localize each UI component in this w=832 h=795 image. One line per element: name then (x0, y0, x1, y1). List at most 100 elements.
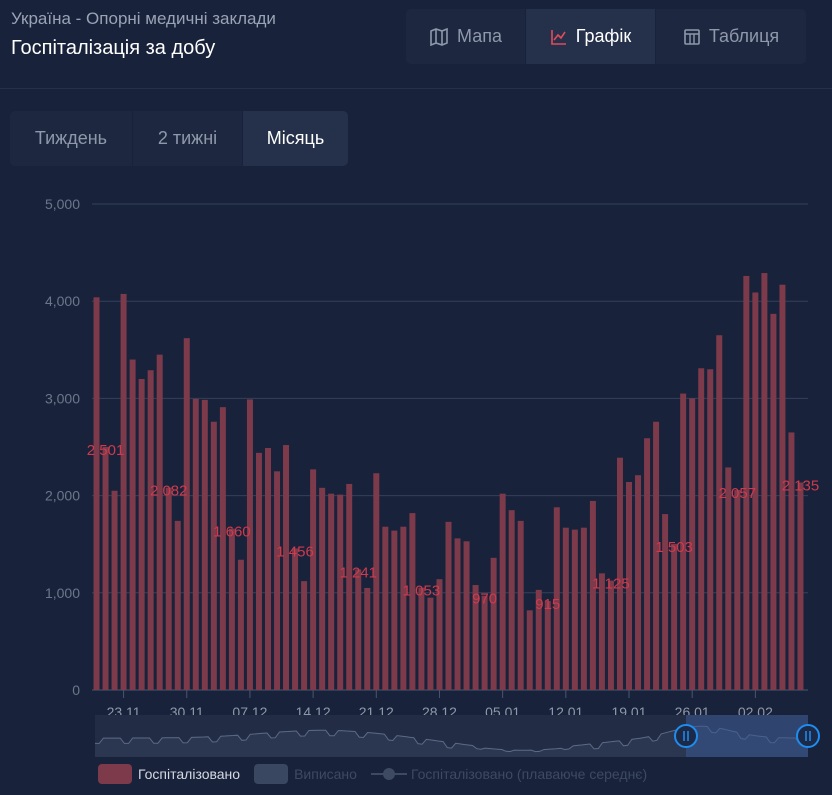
tab-table[interactable]: Таблиця (656, 9, 806, 64)
bar (580, 527, 587, 690)
bar (192, 398, 199, 690)
legend-swatch (98, 764, 132, 784)
bar (93, 297, 100, 690)
bar (129, 359, 136, 690)
bar (427, 597, 434, 690)
map-icon (430, 27, 448, 46)
bar (328, 493, 335, 690)
grip-icon (683, 731, 689, 741)
bar (246, 399, 253, 690)
legend-swatch (254, 764, 289, 784)
data-label: 915 (535, 596, 560, 613)
tab-map-label: Мапа (457, 26, 502, 46)
bar (653, 421, 660, 690)
bar (391, 530, 398, 690)
bar (147, 370, 154, 690)
bar (562, 527, 569, 690)
data-label: 2 082 (150, 483, 188, 500)
tab-map[interactable]: Мапа (406, 9, 526, 64)
bar (598, 573, 605, 690)
bar (761, 273, 768, 690)
bar (274, 471, 281, 690)
data-label: 1 241 (339, 564, 377, 581)
table-icon (684, 28, 700, 45)
bar (346, 483, 353, 690)
bar (698, 368, 705, 690)
bar (156, 354, 163, 690)
data-label: 2 501 (87, 442, 125, 459)
y-tick-label: 0 (72, 682, 80, 698)
bar (111, 490, 118, 690)
data-label: 2 057 (719, 485, 757, 502)
legend: Госпіталізовано Виписано Госпіталізовано… (98, 764, 661, 784)
legend-label: Виписано (294, 766, 357, 782)
tab-2-weeks[interactable]: 2 тижні (133, 111, 243, 166)
legend-item-hospitalized[interactable]: Госпіталізовано (98, 764, 240, 784)
bar (490, 557, 497, 690)
divider (0, 88, 832, 89)
data-label: 1 053 (403, 583, 441, 600)
tab-week[interactable]: Тиждень (10, 111, 133, 166)
bar (517, 520, 524, 690)
y-tick-label: 3,000 (45, 390, 80, 406)
bar (120, 293, 127, 690)
legend-item-moving-average[interactable]: Госпіталізовано (плаваюче середнє) (370, 766, 647, 782)
data-label: 2 135 (782, 477, 820, 494)
bar (689, 398, 696, 690)
data-label: 1 125 (592, 576, 630, 593)
bar (418, 587, 425, 690)
bar (752, 292, 759, 690)
bar (734, 490, 741, 690)
bar (382, 526, 389, 690)
bar (201, 399, 208, 690)
y-tick-label: 1,000 (45, 585, 80, 601)
navigator-area (95, 726, 808, 757)
bar (526, 610, 533, 690)
y-tick-label: 5,000 (45, 196, 80, 212)
tab-month[interactable]: Місяць (243, 111, 348, 166)
navigator-selection[interactable] (686, 715, 808, 757)
bar (725, 467, 732, 690)
bar (662, 514, 669, 690)
bar (707, 369, 714, 690)
bar (210, 421, 217, 690)
grip-icon (805, 731, 811, 741)
bar (626, 481, 633, 690)
bar (463, 541, 470, 690)
line-chart-icon (550, 29, 566, 45)
bar (472, 585, 479, 690)
bar (228, 528, 235, 690)
bar (310, 469, 317, 690)
bar (635, 475, 642, 690)
bar (743, 275, 750, 690)
data-label: 1 503 (655, 539, 693, 556)
line-marker-icon (370, 768, 407, 780)
tab-chart[interactable]: Графік (526, 9, 656, 64)
bar (165, 487, 172, 690)
legend-item-discharged[interactable]: Виписано (254, 764, 357, 784)
bar (779, 284, 786, 690)
bar (292, 548, 299, 690)
bar (301, 581, 308, 690)
navigator-handle[interactable] (796, 724, 820, 748)
y-tick-label: 2,000 (45, 488, 80, 504)
bar (319, 487, 326, 690)
bar (355, 569, 362, 690)
bar (283, 445, 290, 690)
range-tabs: Тиждень 2 тижні Місяць (10, 111, 348, 166)
bar (770, 313, 777, 690)
bar (671, 543, 678, 690)
bar (680, 393, 687, 690)
bar (337, 494, 344, 690)
tab-table-label: Таблиця (708, 26, 780, 46)
navigator-handle[interactable] (674, 724, 698, 748)
bar (797, 482, 804, 690)
bar (716, 335, 723, 690)
bar (255, 452, 262, 690)
bar (445, 521, 452, 690)
bar (589, 500, 596, 690)
bar (607, 580, 614, 690)
bar (436, 579, 443, 690)
bar (454, 538, 461, 690)
